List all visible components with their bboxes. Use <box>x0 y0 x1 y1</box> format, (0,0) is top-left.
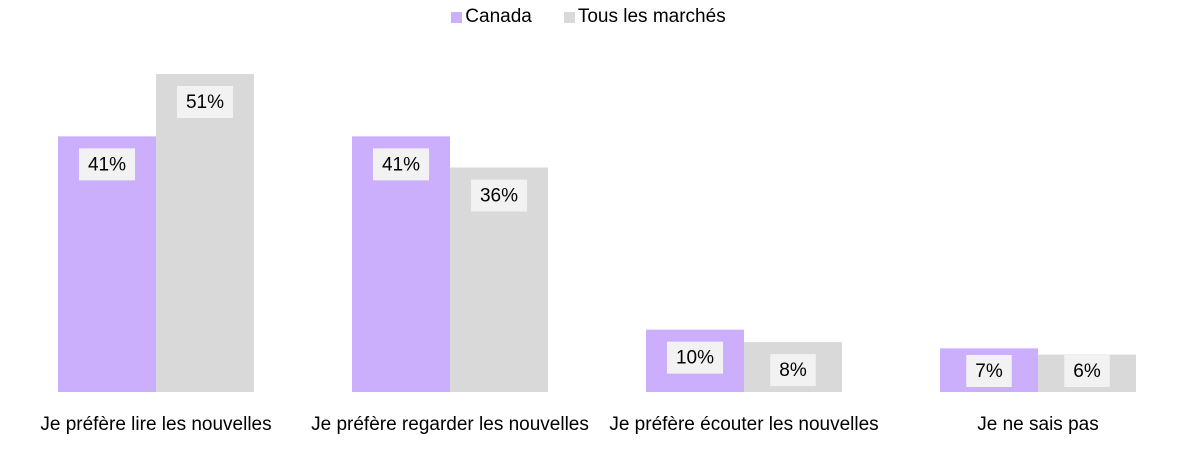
data-label-bg <box>470 179 528 212</box>
x-tick-label: Je préfère regarder les nouvelles <box>311 414 589 435</box>
legend-label: Tous les marchés <box>577 6 726 27</box>
legend-label: Canada <box>465 6 532 27</box>
data-label: 41% <box>382 154 420 175</box>
x-tick-label: Je ne sais pas <box>977 414 1099 435</box>
data-label-bg <box>770 354 816 387</box>
data-label-bg <box>372 148 430 181</box>
data-label: 41% <box>88 154 126 175</box>
data-label-bg <box>1064 355 1110 387</box>
x-tick-label: Je préfère écouter les nouvelles <box>609 414 879 435</box>
data-label-bg <box>966 355 1012 387</box>
legend-item: Canada <box>451 6 532 28</box>
data-label: 8% <box>779 360 807 381</box>
data-label-bg <box>78 148 136 181</box>
data-label: 51% <box>186 92 224 113</box>
legend: Canada Tous les marchés <box>0 6 1177 28</box>
bar <box>156 74 254 392</box>
data-label-bg <box>666 341 724 374</box>
legend-swatch <box>451 11 463 23</box>
data-label-bg <box>176 86 234 118</box>
data-label: 7% <box>975 361 1003 382</box>
data-label: 10% <box>676 348 714 369</box>
x-tick-label: Je préfère lire les nouvelles <box>40 414 272 435</box>
legend-swatch <box>563 11 575 23</box>
data-label: 6% <box>1073 361 1101 382</box>
legend-item: Tous les marchés <box>563 6 726 28</box>
data-label: 36% <box>480 186 518 207</box>
